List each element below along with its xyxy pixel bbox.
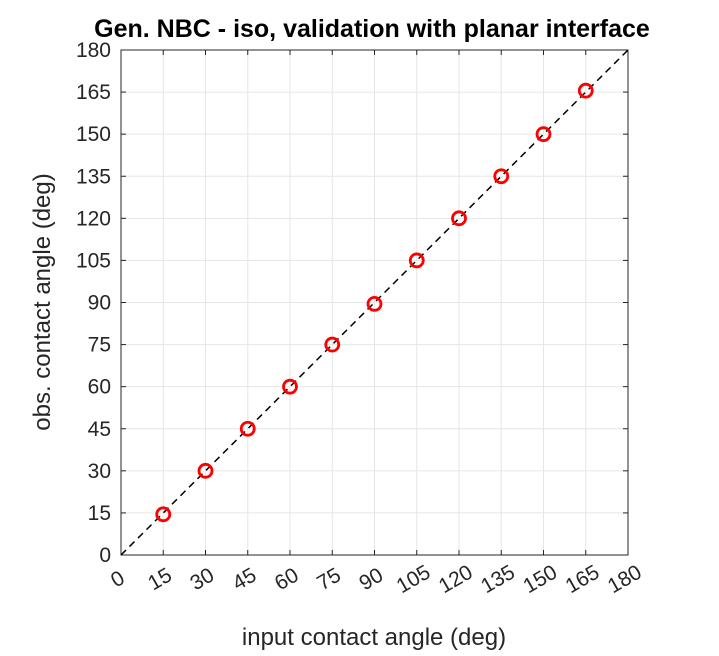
x-tick-label: 30 [186, 564, 218, 596]
data-point [535, 126, 552, 143]
chart-title: Gen. NBC - iso, validation with planar i… [94, 15, 650, 43]
x-tick-label: 180 [604, 561, 646, 598]
x-tick-label: 165 [562, 561, 604, 598]
data-points [155, 82, 594, 523]
x-tick-label: 15 [144, 564, 176, 596]
y-tick-label: 75 [88, 334, 111, 357]
x-tick-label: 105 [393, 561, 435, 598]
data-point [324, 336, 341, 353]
y-tick-label: 180 [76, 39, 111, 62]
y-tick-label: 45 [88, 418, 111, 441]
x-tick-label: 45 [229, 564, 261, 596]
y-axis-label: obs. contact angle (deg) [29, 173, 56, 431]
x-tick-label: 60 [271, 564, 303, 596]
data-point [197, 462, 214, 479]
y-tick-label: 30 [88, 460, 111, 483]
x-tick-label: 75 [313, 564, 345, 596]
data-point [239, 420, 256, 437]
y-tick-label: 120 [76, 207, 111, 230]
y-tick-label: 135 [76, 165, 111, 188]
x-tick-label: 120 [435, 561, 477, 598]
x-tick-labels: 0 15 30 45 60 75 90 105 120 135 150 165 180 [107, 561, 646, 598]
x-tick-label: 135 [477, 561, 519, 598]
y-tick-label: 90 [88, 292, 111, 315]
x-tick-label: 0 [107, 566, 129, 592]
data-point [451, 210, 467, 227]
y-tick-label: 60 [88, 376, 111, 399]
y-tick-label: 15 [88, 502, 111, 525]
x-axis-label: input contact angle (deg) [242, 624, 506, 651]
y-tick-label: 0 [99, 544, 111, 567]
data-point [155, 506, 172, 523]
data-point [408, 252, 425, 269]
plot-frame [120, 49, 629, 556]
y-tick-labels: 0 15 30 45 60 75 90 105 120 135 150 165 180 [76, 39, 111, 567]
data-point [577, 82, 594, 99]
y-tick-label: 150 [76, 123, 111, 146]
data-point [366, 296, 383, 312]
data-point [282, 378, 298, 395]
y-tick-label: 105 [76, 249, 111, 272]
x-tick-label: 90 [355, 564, 387, 596]
data-point [493, 168, 510, 185]
y-tick-label: 165 [76, 81, 111, 104]
x-tick-label: 150 [519, 561, 561, 598]
